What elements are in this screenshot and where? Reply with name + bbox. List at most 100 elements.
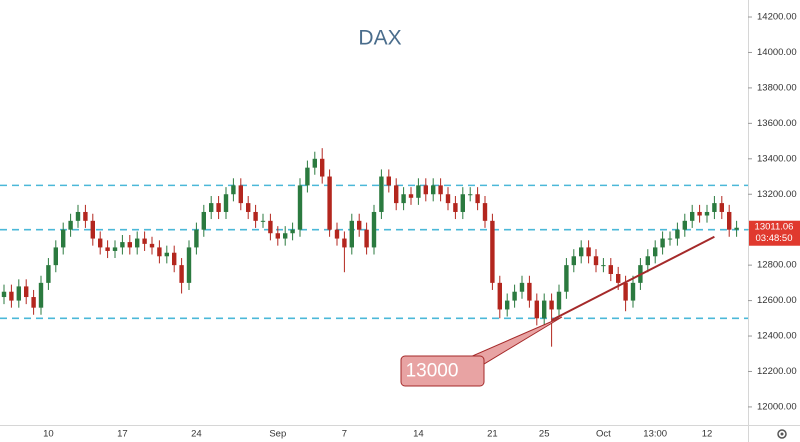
candle-body <box>712 203 717 212</box>
candle-body <box>468 194 473 196</box>
y-tick-label: 13600.00 <box>757 118 797 129</box>
candle-body <box>571 256 576 266</box>
x-tick-label: Oct <box>596 429 611 440</box>
candle-body <box>519 282 525 292</box>
x-tick-label: 21 <box>487 429 498 440</box>
annotation-text: 13000 <box>406 361 459 382</box>
candle-body <box>630 282 636 301</box>
gear[interactable] <box>777 429 787 439</box>
candle-body <box>408 194 414 198</box>
candle-body <box>194 229 199 248</box>
candle-body <box>164 252 169 257</box>
candle-body <box>1 291 7 298</box>
candle-body <box>364 229 369 248</box>
candle-body <box>394 185 399 204</box>
y-tick-label: 13400.00 <box>757 153 797 164</box>
candle-body <box>549 300 554 310</box>
candle-body <box>327 176 332 230</box>
y-tick-label: 14000.00 <box>757 47 797 58</box>
candle-body <box>512 291 517 301</box>
candle-body <box>157 247 162 257</box>
candle-body <box>490 220 495 283</box>
candle-body <box>682 220 687 230</box>
candle-body <box>186 247 192 283</box>
trendline <box>551 235 715 321</box>
candle-body <box>305 167 310 186</box>
candle-body <box>719 203 724 212</box>
candle-body <box>371 211 377 248</box>
plot-area <box>0 148 748 347</box>
x-tick-label: 25 <box>539 429 550 440</box>
candle-body <box>357 220 362 230</box>
candle-body <box>653 247 658 257</box>
candle-body <box>53 247 58 266</box>
candle-body <box>727 211 732 230</box>
candle-body <box>297 185 303 230</box>
candle-body <box>379 176 384 212</box>
candle-body <box>312 158 317 168</box>
candle-body <box>342 238 347 248</box>
candle-body <box>135 238 140 248</box>
gear-center[interactable] <box>780 432 784 436</box>
x-tick-label: 17 <box>117 429 128 440</box>
candle-body <box>209 203 214 212</box>
candle-body <box>416 185 421 198</box>
candle-body <box>61 229 66 248</box>
candle-body <box>105 247 110 251</box>
candle-body <box>697 211 702 216</box>
candle-body <box>475 194 480 204</box>
settings-icon[interactable] <box>777 429 787 439</box>
candle-body <box>275 233 280 239</box>
candle-body <box>216 203 221 212</box>
candle-body <box>179 265 184 283</box>
candle-body <box>579 247 584 257</box>
y-tick-label: 12800.00 <box>757 260 797 271</box>
price-label-box <box>749 220 800 246</box>
candle-body <box>38 282 44 308</box>
candle-body <box>623 282 628 301</box>
candle-body <box>246 203 251 212</box>
x-tick-label: 7 <box>342 429 347 440</box>
candle-body <box>505 300 510 310</box>
candle-body <box>142 238 147 244</box>
candle-body <box>253 211 258 221</box>
candle-body <box>482 203 488 221</box>
candle-body <box>675 229 680 239</box>
candle-body <box>423 185 428 195</box>
countdown: 03:48:50 <box>756 233 793 244</box>
x-tick-label: 13:00 <box>643 429 667 440</box>
candle-body <box>334 229 340 239</box>
candle-body <box>445 194 451 204</box>
candle-body <box>127 242 132 248</box>
annotation-box <box>400 355 485 387</box>
candle-body <box>16 286 21 301</box>
annotation: 13000 <box>400 316 563 387</box>
candle-body <box>401 194 406 204</box>
y-tick-label: 13200.00 <box>757 189 797 200</box>
x-tick-label: 14 <box>413 429 424 440</box>
candle-body <box>690 211 695 221</box>
y-tick-label: 12400.00 <box>757 331 797 342</box>
candle-body <box>120 242 125 248</box>
candle-body <box>386 176 391 186</box>
chart-title: DAX <box>358 27 401 50</box>
y-tick-label: 14200.00 <box>757 12 797 23</box>
candle-body <box>601 265 606 267</box>
candle-body <box>46 265 51 283</box>
candle-body <box>223 194 229 212</box>
candle-body <box>608 265 613 274</box>
candle-body <box>460 194 465 212</box>
candle-body <box>349 220 354 248</box>
candle-body <box>320 158 325 177</box>
candle-body <box>586 247 591 257</box>
candle-body <box>83 211 88 221</box>
candle-body <box>238 185 243 204</box>
candle-body <box>556 291 562 310</box>
y-tick-label: 12200.00 <box>757 366 797 377</box>
candle-body <box>645 256 650 266</box>
candle-body <box>704 211 710 216</box>
candle-body <box>201 211 206 230</box>
candle-body <box>453 203 458 212</box>
